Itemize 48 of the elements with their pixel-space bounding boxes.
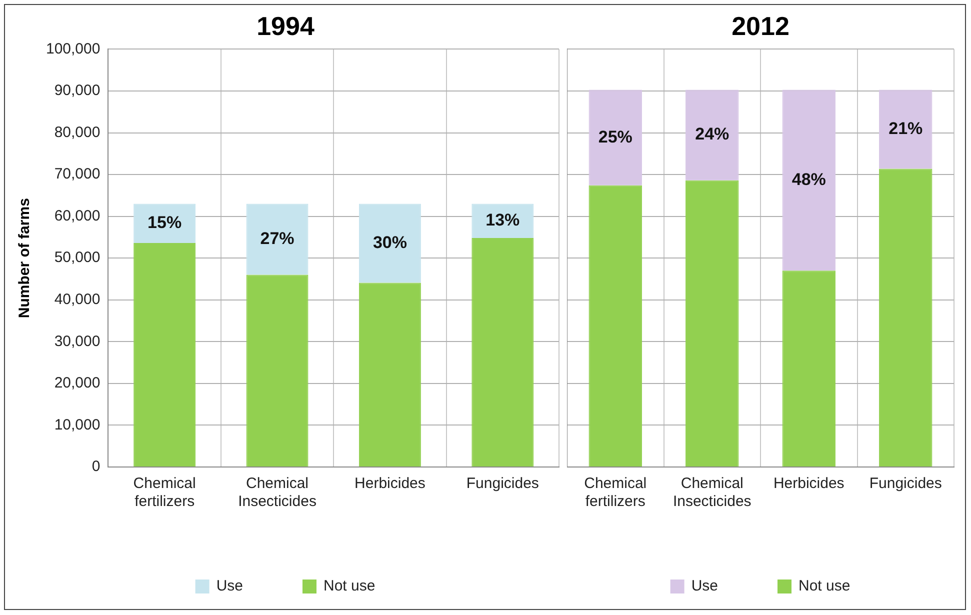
annotation: 27% xyxy=(260,228,294,248)
bar xyxy=(588,90,642,186)
x-tick-label: Chemical Insecticides xyxy=(238,475,316,510)
bar xyxy=(358,204,421,283)
bar xyxy=(358,282,421,466)
bar xyxy=(588,185,642,466)
bar xyxy=(246,274,308,466)
y-tick-label: 0 xyxy=(92,458,100,476)
bar xyxy=(879,168,932,466)
bar xyxy=(782,90,836,271)
y-tick-label: 100,000 xyxy=(46,40,100,58)
bar xyxy=(782,270,836,466)
y-tick-label: 90,000 xyxy=(54,82,100,100)
y-tick-label: 70,000 xyxy=(54,166,100,183)
x-tick-label: Chemical fertilizers xyxy=(133,475,196,510)
annotation: 24% xyxy=(695,124,730,144)
y-tick-label: 10,000 xyxy=(54,416,100,434)
annotation: 13% xyxy=(486,210,520,230)
bar xyxy=(879,90,932,169)
annotation: 15% xyxy=(148,213,182,232)
y-tick-label: 80,000 xyxy=(54,124,100,141)
legend-label: Use xyxy=(691,578,718,595)
x-tick-label: Fungicides xyxy=(869,475,942,492)
y-tick-label: 30,000 xyxy=(54,332,100,350)
bar xyxy=(472,238,534,466)
bar xyxy=(686,180,739,466)
legend-label: Use xyxy=(216,578,244,595)
legend-label: Not use xyxy=(323,578,376,595)
x-tick-label: Chemical Insecticides xyxy=(672,475,752,510)
chart-title: 1994 xyxy=(256,10,315,41)
annotation: 30% xyxy=(372,232,407,252)
y-tick-label: 60,000 xyxy=(54,207,100,224)
annotation: 48% xyxy=(792,170,826,189)
y-tick-label: 20,000 xyxy=(54,374,100,392)
bar xyxy=(134,243,196,466)
bar xyxy=(246,204,308,275)
annotation: 25% xyxy=(598,127,632,146)
y-tick-label: 50,000 xyxy=(54,249,100,266)
y-axis-title: Number of farms xyxy=(16,198,34,318)
legend-label: Not use xyxy=(798,578,850,595)
x-tick-label: Herbicides xyxy=(354,475,426,492)
x-tick-label: Fungicides xyxy=(466,475,539,492)
bar xyxy=(686,90,739,180)
x-tick-label: Herbicides xyxy=(773,475,844,492)
y-tick-label: 40,000 xyxy=(54,291,100,308)
annotation: 21% xyxy=(888,118,923,138)
x-tick-label: Chemical fertilizers xyxy=(584,475,647,510)
chart-title: 2012 xyxy=(732,10,790,41)
